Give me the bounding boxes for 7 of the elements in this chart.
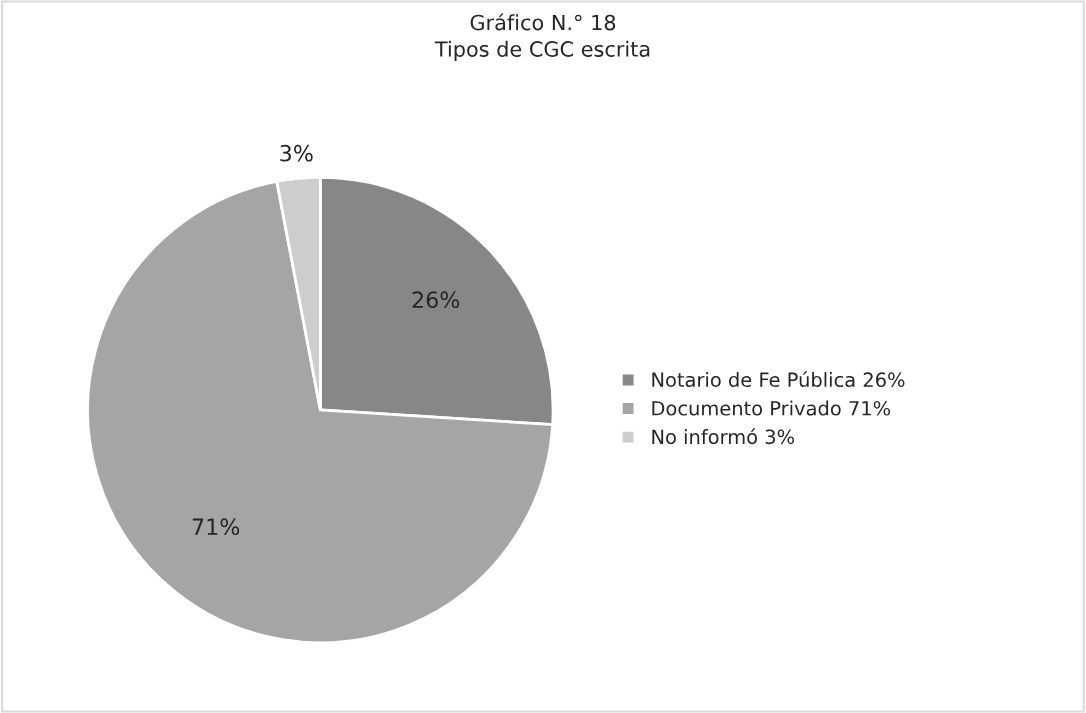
legend-label: No informó 3% <box>652 428 795 445</box>
data-label: 3% <box>280 144 313 162</box>
legend-label: Notario de Fe Pública 26% <box>652 371 905 388</box>
legend-label: Documento Privado 71% <box>652 400 891 416</box>
data-label: 26% <box>412 291 460 309</box>
data-label: 71% <box>192 518 240 536</box>
chart-title: Gráfico N.° 18 Tipos de CGC escrita <box>434 13 650 61</box>
